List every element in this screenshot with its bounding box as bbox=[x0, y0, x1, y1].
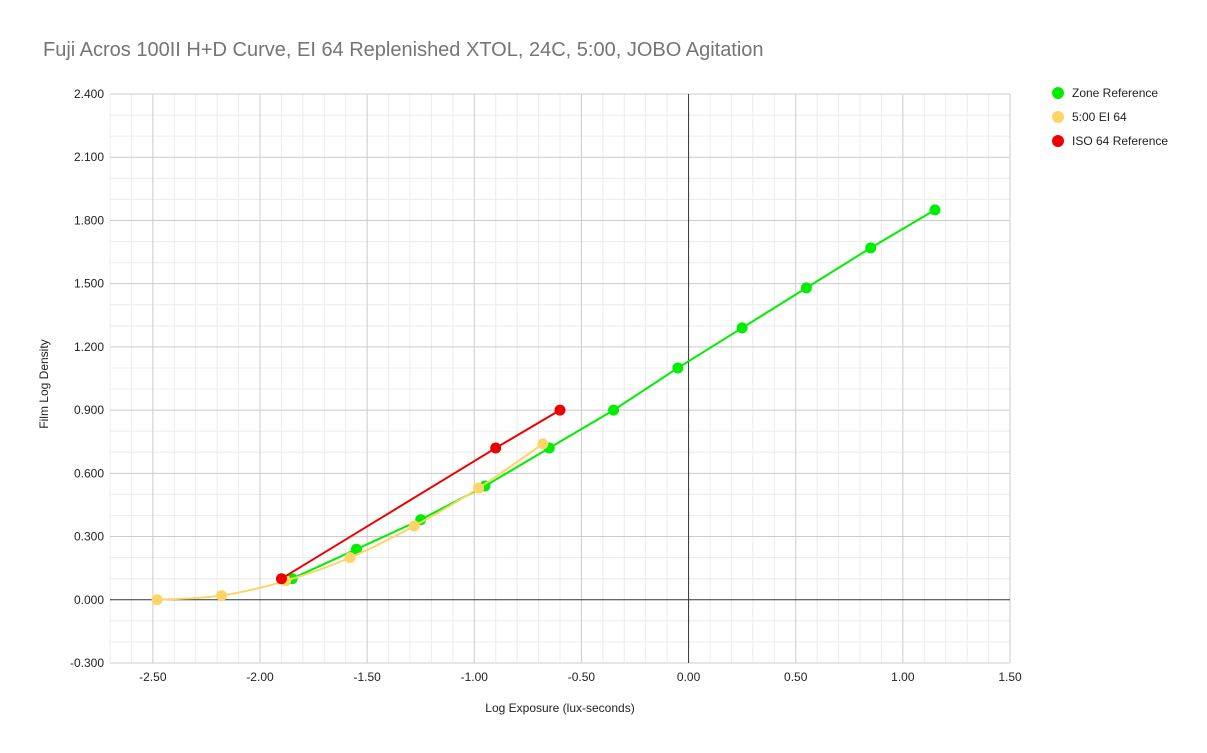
legend-item-5-00-ei-64[interactable]: 5:00 EI 64 bbox=[1052, 110, 1127, 124]
series-line-5-00-ei-64 bbox=[157, 443, 544, 601]
data-point[interactable] bbox=[344, 552, 356, 564]
chart-title: Fuji Acros 100II H+D Curve, EI 64 Replen… bbox=[43, 39, 764, 61]
series-zone-reference bbox=[286, 204, 941, 585]
y-axis-label: Film Log Density bbox=[37, 339, 51, 428]
x-axis-label: Log Exposure (lux-seconds) bbox=[485, 701, 634, 715]
x-tick-label: 1.00 bbox=[891, 670, 915, 684]
y-tick-label: -0.300 bbox=[70, 656, 104, 670]
x-tick-label: -1.00 bbox=[461, 670, 489, 684]
legend-item-iso-64-reference[interactable]: ISO 64 Reference bbox=[1052, 134, 1168, 148]
y-tick-label: 2.400 bbox=[74, 87, 104, 101]
y-tick-label: 0.300 bbox=[74, 530, 104, 544]
legend-marker bbox=[1052, 111, 1064, 123]
y-tick-label: 1.500 bbox=[74, 277, 104, 291]
y-tick-label: 0.600 bbox=[74, 466, 104, 480]
data-point[interactable] bbox=[275, 573, 287, 585]
y-tick-label: 2.100 bbox=[74, 150, 104, 164]
legend-marker bbox=[1052, 135, 1064, 147]
data-point[interactable] bbox=[608, 404, 620, 416]
data-point[interactable] bbox=[929, 204, 941, 216]
legend-marker bbox=[1052, 87, 1064, 99]
legend-label: Zone Reference bbox=[1072, 86, 1158, 100]
x-tick-label: 1.50 bbox=[998, 670, 1022, 684]
data-point[interactable] bbox=[800, 282, 812, 294]
legend-label: 5:00 EI 64 bbox=[1072, 110, 1127, 124]
series-5-00-ei-64 bbox=[151, 438, 549, 606]
tick-labels: -2.50 -2.00 -1.50 -1.00 -0.50 0.00 0.50 1.00 1.5… bbox=[70, 87, 1022, 684]
series-iso-64-reference bbox=[275, 404, 566, 585]
data-point[interactable] bbox=[672, 362, 684, 374]
data-point[interactable] bbox=[215, 590, 227, 602]
data-point[interactable] bbox=[151, 594, 163, 606]
y-tick-label: 0.900 bbox=[74, 403, 104, 417]
data-point[interactable] bbox=[736, 322, 748, 334]
x-tick-label: -2.00 bbox=[246, 670, 274, 684]
data-point[interactable] bbox=[408, 520, 420, 532]
data-point[interactable] bbox=[490, 442, 502, 454]
data-point[interactable] bbox=[554, 404, 566, 416]
x-tick-label: -1.50 bbox=[353, 670, 381, 684]
legend-item-zone-reference[interactable]: Zone Reference bbox=[1052, 86, 1158, 100]
legend-label: ISO 64 Reference bbox=[1072, 134, 1168, 148]
legend[interactable]: Zone Reference 5:00 EI 64 ISO 64 Reference bbox=[1052, 86, 1168, 148]
grid bbox=[109, 93, 1011, 664]
y-tick-label: 0.000 bbox=[74, 593, 104, 607]
data-point[interactable] bbox=[473, 482, 485, 494]
x-tick-label: -2.50 bbox=[139, 670, 167, 684]
y-tick-label: 1.800 bbox=[74, 213, 104, 227]
x-tick-label: -0.50 bbox=[568, 670, 596, 684]
x-tick-label: 0.00 bbox=[677, 670, 701, 684]
series-layer bbox=[151, 204, 941, 606]
y-tick-label: 1.200 bbox=[74, 340, 104, 354]
data-point[interactable] bbox=[350, 543, 362, 555]
axes bbox=[110, 94, 1010, 663]
x-tick-label: 0.50 bbox=[784, 670, 808, 684]
data-point[interactable] bbox=[865, 242, 877, 254]
data-point[interactable] bbox=[537, 438, 549, 450]
